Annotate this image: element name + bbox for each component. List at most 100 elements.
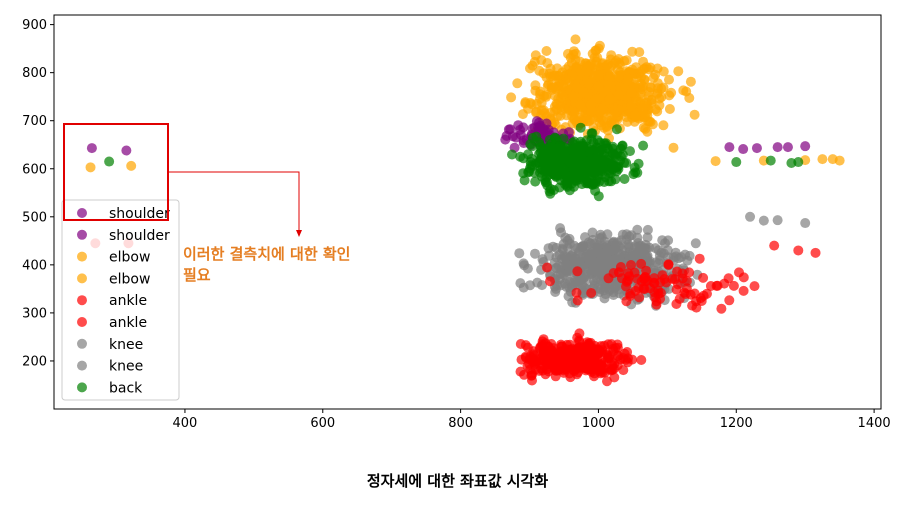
ankle-point [672, 266, 682, 277]
back-point [617, 140, 628, 151]
shoulder-point [751, 143, 762, 154]
ankle-point [580, 365, 591, 376]
elbow-point [594, 107, 605, 117]
knee-point [633, 246, 644, 257]
ankle-point [548, 356, 559, 367]
legend-marker [77, 295, 87, 306]
back-point [519, 175, 530, 186]
x-tick-label: 400 [173, 416, 198, 431]
knee-point [578, 287, 589, 298]
ankle-point [574, 335, 585, 346]
legend-marker [77, 317, 87, 327]
elbow-point [538, 68, 549, 79]
shoulder-point [511, 132, 522, 143]
x-tick-label: 1000 [582, 416, 615, 431]
elbow-point [685, 76, 696, 87]
back-point [607, 148, 618, 159]
knee-point [605, 245, 616, 256]
knee-point [590, 262, 601, 273]
knee-point [559, 254, 570, 265]
legend-marker [77, 208, 87, 218]
back-point [638, 140, 649, 151]
figure-caption: 정자세에 대한 좌표값 시각화 [366, 472, 549, 490]
x-tick-label: 1400 [858, 416, 891, 431]
knee-point [555, 268, 566, 279]
elbow-point [512, 78, 523, 89]
ankle-point [618, 365, 629, 376]
elbow-point [593, 81, 604, 92]
y-tick-label: 200 [22, 354, 47, 369]
elbow-point [664, 104, 675, 114]
data-points [85, 34, 845, 387]
ankle-point [636, 258, 647, 269]
elbow-point [604, 80, 615, 91]
y-tick-label: 500 [22, 210, 47, 225]
axes: 400 600 800 1000 1200 1400 200 300 400 500 600 700 8… [22, 14, 891, 431]
legend-label: elbow [109, 271, 150, 287]
ankle-point [570, 363, 581, 374]
legend-label: ankle [109, 293, 147, 309]
elbow-point [539, 108, 550, 119]
ankle-point [639, 284, 650, 295]
knee-point [587, 227, 598, 238]
back-outlier-point [104, 156, 115, 167]
back-point [593, 146, 604, 157]
elbow-point [563, 76, 574, 86]
elbow-point [658, 120, 669, 131]
elbow-point [666, 87, 677, 98]
ankle-point [586, 288, 597, 298]
elbow-point [530, 85, 541, 96]
knee-point [564, 238, 575, 249]
elbow-point [834, 155, 845, 166]
ankle-point [589, 368, 600, 379]
ankle-point [575, 344, 586, 355]
ankle-point [716, 303, 727, 314]
elbow-point [758, 155, 769, 166]
ankle-point [696, 296, 707, 306]
elbow-point [652, 63, 663, 74]
legend-label: elbow [109, 250, 150, 266]
ankle-point [738, 285, 749, 296]
elbow-point [648, 72, 659, 83]
x-tick-label: 800 [448, 416, 473, 431]
back-point [544, 142, 555, 153]
ankle-point [636, 355, 647, 365]
ankle-point [749, 281, 760, 292]
ankle-point [694, 253, 705, 264]
back-point [523, 167, 534, 178]
elbow-outlier-point [126, 160, 137, 171]
knee-point [660, 238, 670, 249]
annotation-line-2: 필요 [183, 266, 211, 284]
back-point [590, 185, 601, 196]
elbow-point [645, 82, 656, 93]
ankle-point [604, 350, 615, 361]
elbow-point [541, 46, 552, 56]
elbow-point [668, 142, 679, 153]
elbow-point [555, 98, 566, 109]
x-tick-label: 1200 [720, 416, 753, 431]
back-point [625, 146, 635, 157]
back-point [573, 151, 584, 162]
shoulder-point [724, 142, 735, 153]
y-tick-label: 300 [22, 306, 47, 321]
ankle-point [572, 266, 583, 277]
elbow-point [636, 72, 647, 83]
y-tick-label: 700 [22, 114, 47, 129]
elbow-point [606, 50, 617, 61]
legend-label: knee [109, 337, 143, 353]
elbow-point [545, 63, 556, 74]
back-point [731, 157, 742, 168]
plot-frame [53, 14, 882, 410]
elbow-point [627, 46, 638, 57]
elbow-point [643, 64, 654, 75]
back-point [602, 155, 613, 166]
ankle-point [663, 259, 674, 270]
back-point [544, 186, 555, 197]
legend-label: knee [109, 359, 143, 375]
knee-point [653, 245, 664, 256]
elbow-point [541, 91, 552, 102]
ankle-point [810, 247, 821, 258]
ankle-point [530, 356, 541, 367]
ankle-point [698, 272, 709, 283]
